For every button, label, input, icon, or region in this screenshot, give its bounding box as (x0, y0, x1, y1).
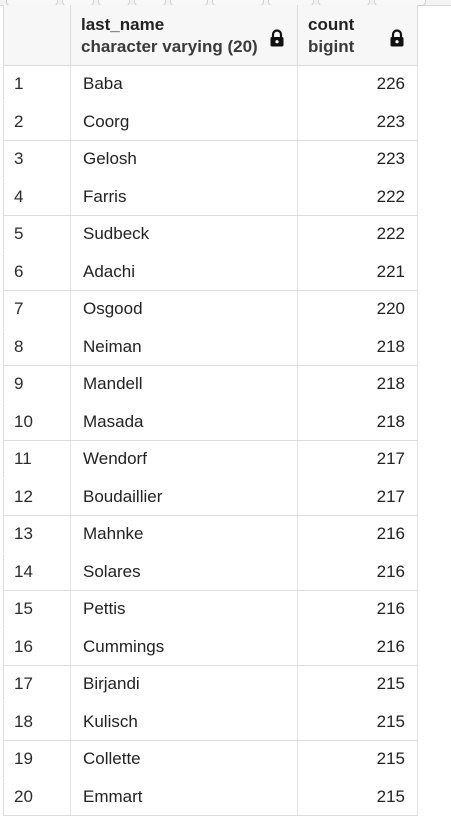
row-number-cell[interactable]: 6 (3, 253, 71, 291)
row-number-cell[interactable]: 12 (3, 478, 71, 516)
last-name-cell[interactable]: Kulisch (70, 703, 298, 741)
row-number-cell[interactable]: 1 (3, 65, 71, 103)
row-number-cell[interactable]: 18 (3, 703, 71, 741)
count-cell[interactable]: 215 (297, 665, 418, 703)
row-number-cell[interactable]: 16 (3, 628, 71, 666)
column-name: count (308, 15, 355, 34)
count-cell[interactable]: 222 (297, 215, 418, 253)
table-row[interactable]: 16 Cummings 216 (3, 628, 418, 666)
table-row[interactable]: 19 Collette 215 (3, 740, 418, 778)
table-row[interactable]: 14 Solares 216 (3, 553, 418, 591)
last-name-cell[interactable]: Solares (70, 553, 298, 591)
row-number-cell[interactable]: 4 (3, 178, 71, 216)
table-row[interactable]: 12 Boudaillier 217 (3, 478, 418, 516)
count-cell[interactable]: 218 (297, 365, 418, 403)
table-row[interactable]: 3 Gelosh 223 (3, 140, 418, 178)
count-cell[interactable]: 216 (297, 515, 418, 553)
last-name-cell[interactable]: Neiman (70, 328, 298, 366)
row-number-cell[interactable]: 11 (3, 440, 71, 478)
table-row[interactable]: 13 Mahnke 216 (3, 515, 418, 553)
row-number-cell[interactable]: 2 (3, 103, 71, 141)
table-row[interactable]: 7 Osgood 220 (3, 290, 418, 328)
row-number-cell[interactable]: 8 (3, 328, 71, 366)
row-number-cell[interactable]: 20 (3, 778, 71, 816)
row-number-cell[interactable]: 9 (3, 365, 71, 403)
count-cell[interactable]: 226 (297, 65, 418, 103)
row-number-cell[interactable]: 7 (3, 290, 71, 328)
last-name-cell[interactable]: Mahnke (70, 515, 298, 553)
last-name-cell[interactable]: Birjandi (70, 665, 298, 703)
column-type: character varying (20) (81, 37, 258, 56)
last-name-cell[interactable]: Mandell (70, 365, 298, 403)
count-cell[interactable]: 216 (297, 628, 418, 666)
count-cell[interactable]: 216 (297, 590, 418, 628)
last-name-cell[interactable]: Adachi (70, 253, 298, 291)
column-type: bigint (308, 37, 355, 56)
table-row[interactable]: 1 Baba 226 (3, 65, 418, 103)
row-number-cell[interactable]: 17 (3, 665, 71, 703)
count-cell[interactable]: 223 (297, 140, 418, 178)
last-name-cell[interactable]: Gelosh (70, 140, 298, 178)
row-number-cell[interactable]: 13 (3, 515, 71, 553)
table-row[interactable]: 10 Masada 218 (3, 403, 418, 441)
row-number-cell[interactable]: 14 (3, 553, 71, 591)
table-row[interactable]: 17 Birjandi 215 (3, 665, 418, 703)
row-number-cell[interactable]: 5 (3, 215, 71, 253)
table-row[interactable]: 8 Neiman 218 (3, 328, 418, 366)
table-row[interactable]: 9 Mandell 218 (3, 365, 418, 403)
last-name-cell[interactable]: Masada (70, 403, 298, 441)
count-cell[interactable]: 222 (297, 178, 418, 216)
count-cell[interactable]: 223 (297, 103, 418, 141)
last-name-cell[interactable]: Sudbeck (70, 215, 298, 253)
last-name-cell[interactable]: Boudaillier (70, 478, 298, 516)
grid-body: 1 Baba 226 2 Coorg 223 3 Gelosh 223 4 Farris 222 5 Su… (3, 65, 418, 816)
last-name-cell[interactable]: Wendorf (70, 440, 298, 478)
count-cell[interactable]: 215 (297, 778, 418, 816)
table-row[interactable]: 18 Kulisch 215 (3, 703, 418, 741)
lock-icon (270, 29, 284, 47)
row-number-cell[interactable]: 19 (3, 740, 71, 778)
column-name: last_name (81, 15, 165, 34)
table-row[interactable]: 6 Adachi 221 (3, 253, 418, 291)
row-number-cell[interactable]: 15 (3, 590, 71, 628)
count-cell[interactable]: 217 (297, 478, 418, 516)
count-cell[interactable]: 218 (297, 403, 418, 441)
last-name-cell[interactable]: Emmart (70, 778, 298, 816)
table-row[interactable]: 15 Pettis 216 (3, 590, 418, 628)
count-cell[interactable]: 215 (297, 703, 418, 741)
header-row: last_name character varying (20) count b… (3, 5, 418, 66)
last-name-cell[interactable]: Farris (70, 178, 298, 216)
row-number-header[interactable] (3, 5, 71, 66)
last-name-cell[interactable]: Osgood (70, 290, 298, 328)
count-cell[interactable]: 220 (297, 290, 418, 328)
last-name-cell[interactable]: Coorg (70, 103, 298, 141)
column-header-count[interactable]: count bigint (297, 5, 418, 66)
count-cell[interactable]: 217 (297, 440, 418, 478)
results-grid: last_name character varying (20) count b… (3, 5, 418, 816)
last-name-cell[interactable]: Pettis (70, 590, 298, 628)
last-name-cell[interactable]: Cummings (70, 628, 298, 666)
table-row[interactable]: 20 Emmart 215 (3, 778, 418, 816)
table-row[interactable]: 4 Farris 222 (3, 178, 418, 216)
count-cell[interactable]: 216 (297, 553, 418, 591)
table-row[interactable]: 2 Coorg 223 (3, 103, 418, 141)
count-cell[interactable]: 218 (297, 328, 418, 366)
row-number-cell[interactable]: 3 (3, 140, 71, 178)
table-row[interactable]: 5 Sudbeck 222 (3, 215, 418, 253)
last-name-cell[interactable]: Baba (70, 65, 298, 103)
table-row[interactable]: 11 Wendorf 217 (3, 440, 418, 478)
lock-icon (390, 29, 404, 47)
count-cell[interactable]: 215 (297, 740, 418, 778)
count-cell[interactable]: 221 (297, 253, 418, 291)
last-name-cell[interactable]: Collette (70, 740, 298, 778)
row-number-cell[interactable]: 10 (3, 403, 71, 441)
column-header-last-name[interactable]: last_name character varying (20) (70, 5, 298, 66)
